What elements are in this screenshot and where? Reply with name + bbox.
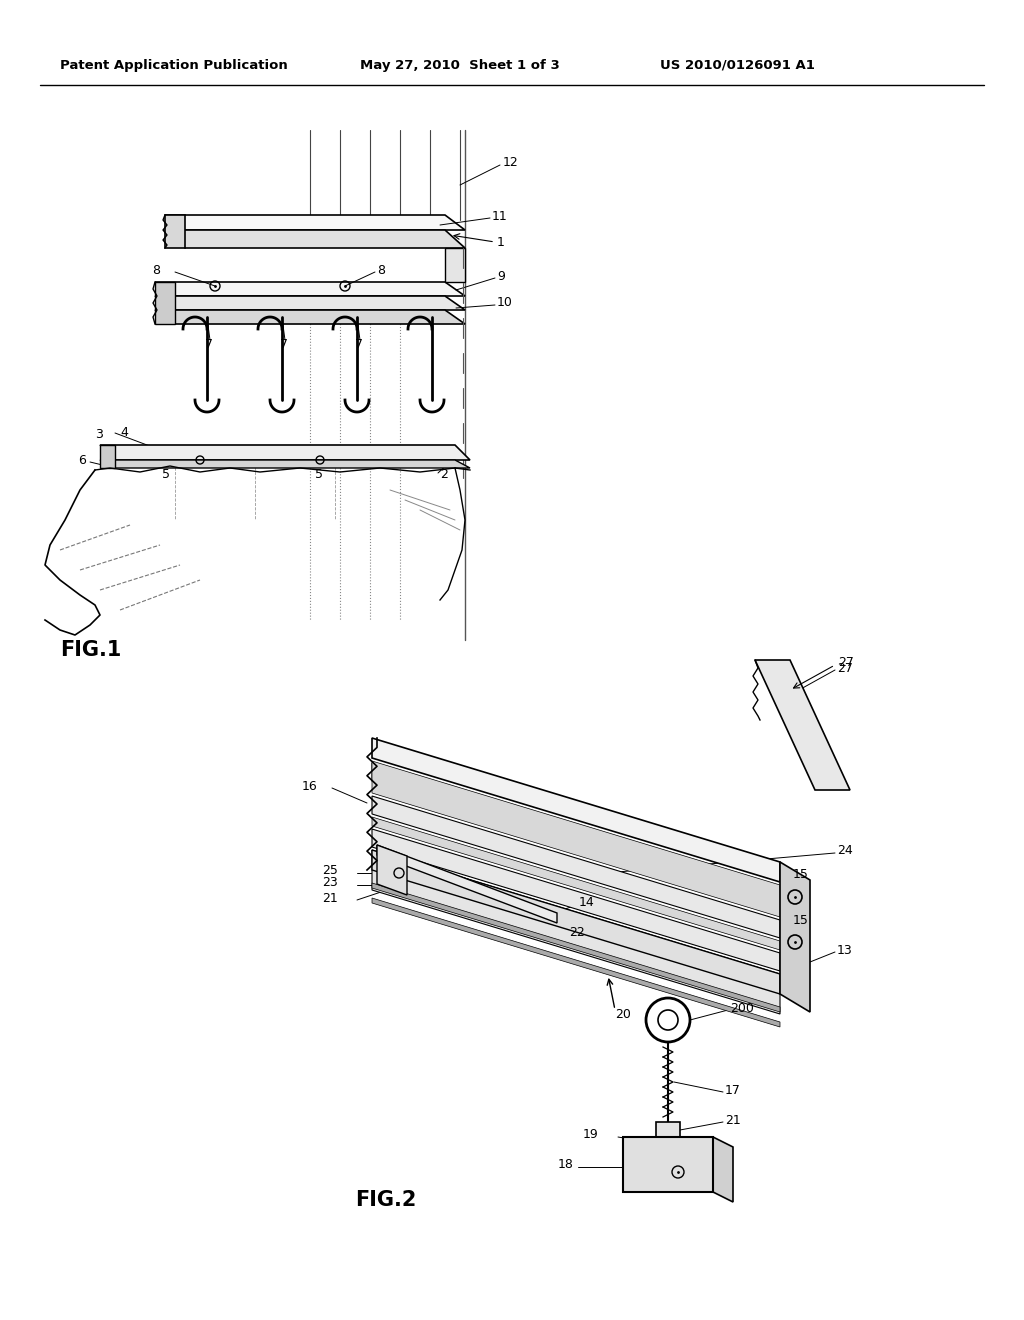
Text: 4: 4 <box>120 425 128 438</box>
Text: 7: 7 <box>355 338 362 351</box>
Text: 17: 17 <box>725 1084 741 1097</box>
Text: 10: 10 <box>497 297 513 309</box>
Text: 22: 22 <box>569 927 585 940</box>
Text: 3: 3 <box>95 429 102 441</box>
Polygon shape <box>372 850 780 1014</box>
Polygon shape <box>165 215 185 248</box>
Polygon shape <box>755 660 850 789</box>
Polygon shape <box>165 230 465 248</box>
Polygon shape <box>377 845 557 923</box>
Polygon shape <box>656 1122 680 1137</box>
Text: 18: 18 <box>558 1159 573 1172</box>
Text: 27: 27 <box>837 661 853 675</box>
Polygon shape <box>713 1137 733 1203</box>
Polygon shape <box>780 862 810 1012</box>
Text: 9: 9 <box>497 269 505 282</box>
Text: 20: 20 <box>615 1008 631 1022</box>
Text: 14: 14 <box>579 896 595 909</box>
Polygon shape <box>372 898 780 1027</box>
Text: 8: 8 <box>377 264 385 276</box>
Polygon shape <box>372 817 780 950</box>
Polygon shape <box>623 1137 713 1192</box>
Text: 13: 13 <box>837 944 853 957</box>
Polygon shape <box>372 762 780 917</box>
Polygon shape <box>100 445 115 469</box>
Text: FIG.2: FIG.2 <box>355 1191 417 1210</box>
Polygon shape <box>372 850 780 994</box>
Text: 15: 15 <box>793 869 809 882</box>
Text: May 27, 2010  Sheet 1 of 3: May 27, 2010 Sheet 1 of 3 <box>360 58 560 71</box>
Text: 21: 21 <box>725 1114 740 1126</box>
Text: 5: 5 <box>315 469 323 482</box>
Polygon shape <box>165 215 465 230</box>
Text: 5: 5 <box>162 469 170 482</box>
Polygon shape <box>372 829 780 972</box>
Polygon shape <box>445 248 465 282</box>
Text: 1: 1 <box>497 235 505 248</box>
Polygon shape <box>372 738 780 882</box>
Text: US 2010/0126091 A1: US 2010/0126091 A1 <box>660 58 815 71</box>
Text: 200: 200 <box>730 1002 754 1015</box>
Text: 23: 23 <box>322 876 338 890</box>
Text: 7: 7 <box>205 338 213 351</box>
Text: 6: 6 <box>78 454 86 466</box>
Polygon shape <box>372 763 780 906</box>
Text: 25: 25 <box>322 865 338 878</box>
Text: 21: 21 <box>322 891 338 904</box>
Text: 7: 7 <box>280 338 288 351</box>
Polygon shape <box>100 459 470 469</box>
Text: FIG.1: FIG.1 <box>60 640 122 660</box>
Text: 24: 24 <box>837 845 853 858</box>
Text: 16: 16 <box>302 780 317 792</box>
Text: Patent Application Publication: Patent Application Publication <box>60 58 288 71</box>
Text: 27: 27 <box>838 656 854 669</box>
Polygon shape <box>372 796 780 939</box>
Text: 12: 12 <box>503 157 519 169</box>
Polygon shape <box>155 310 465 323</box>
Text: 15: 15 <box>793 913 809 927</box>
Polygon shape <box>155 296 465 310</box>
Text: 2: 2 <box>440 469 447 482</box>
Polygon shape <box>377 845 407 895</box>
Polygon shape <box>372 883 780 1012</box>
Polygon shape <box>155 282 175 323</box>
Polygon shape <box>155 282 465 296</box>
Text: 19: 19 <box>583 1129 599 1142</box>
Text: 8: 8 <box>152 264 160 276</box>
Text: 11: 11 <box>492 210 508 223</box>
Polygon shape <box>100 445 470 459</box>
